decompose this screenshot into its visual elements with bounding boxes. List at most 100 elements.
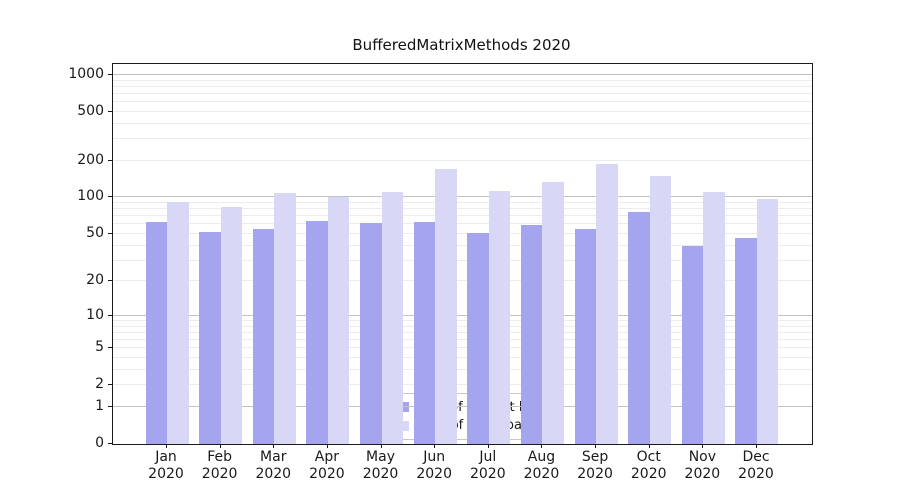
- y-tick-mark: [108, 73, 112, 75]
- minor-gridline: [113, 357, 812, 359]
- y-tick-label: 20: [86, 272, 104, 289]
- x-tick-label: Aug 2020: [523, 449, 560, 482]
- bar-distinct-ips-feb: [199, 231, 221, 444]
- minor-gridline: [113, 85, 812, 87]
- minor-gridline: [113, 215, 812, 217]
- minor-gridline: [113, 79, 812, 81]
- y-tick-mark: [108, 314, 112, 316]
- minor-gridline: [113, 138, 812, 140]
- y-tick-mark: [108, 110, 112, 112]
- minor-gridline: [113, 122, 812, 124]
- minor-gridline: [113, 368, 812, 370]
- x-tick-label: Mar 2020: [255, 449, 292, 482]
- y-tick-mark: [108, 196, 112, 198]
- minor-gridline: [113, 320, 812, 321]
- bar-distinct-ips-mar: [252, 228, 275, 444]
- bar-distinct-ips-apr: [306, 221, 328, 444]
- x-tick-mark: [755, 444, 757, 448]
- x-tick-label: Dec 2020: [738, 449, 774, 482]
- x-tick-label: Oct 2020: [630, 449, 667, 482]
- major-gridline: [113, 405, 812, 407]
- x-tick-label: Jan 2020: [148, 449, 184, 482]
- y-tick-mark: [108, 443, 112, 444]
- minor-gridline: [113, 159, 812, 161]
- major-gridline: [113, 73, 812, 75]
- y-tick-label: 100: [77, 188, 104, 205]
- x-tick-mark: [702, 444, 704, 448]
- y-tick-label: 0: [95, 435, 104, 451]
- bar-downloads-jul: [488, 190, 511, 444]
- y-tick-label: 1000: [68, 65, 104, 82]
- y-tick-label: 50: [86, 224, 104, 241]
- bar-downloads-nov: [703, 192, 725, 444]
- y-tick-label: 2: [95, 376, 104, 393]
- minor-gridline: [113, 384, 812, 386]
- x-tick-mark: [219, 444, 221, 448]
- minor-gridline: [113, 347, 812, 349]
- minor-gridline: [113, 110, 812, 112]
- bar-downloads-aug: [542, 181, 564, 444]
- x-tick-label: Jul 2020: [469, 449, 506, 482]
- x-tick-mark: [541, 444, 543, 448]
- x-tick-mark: [380, 444, 382, 448]
- bar-distinct-ips-jul: [467, 232, 489, 444]
- x-tick-label: Feb 2020: [201, 449, 238, 482]
- bar-distinct-ips-oct: [628, 211, 650, 444]
- x-tick-mark: [273, 444, 275, 448]
- bar-downloads-dec: [756, 198, 779, 444]
- y-tick-label: 10: [86, 306, 104, 323]
- bar-downloads-feb: [220, 207, 243, 444]
- bar-downloads-oct: [649, 176, 672, 444]
- minor-gridline: [113, 92, 812, 94]
- x-tick-label: Apr 2020: [309, 449, 345, 482]
- x-tick-mark: [487, 444, 489, 448]
- major-gridline: [113, 196, 812, 198]
- minor-gridline: [113, 331, 812, 333]
- bar-downloads-mar: [274, 193, 296, 444]
- y-tick-mark: [108, 159, 112, 161]
- x-tick-mark: [326, 444, 328, 448]
- x-tick-label: Jun 2020: [416, 449, 452, 482]
- x-tick-mark: [434, 444, 436, 448]
- minor-gridline: [113, 259, 812, 261]
- bar-downloads-jan: [167, 201, 189, 444]
- x-tick-label: Sep 2020: [577, 449, 613, 482]
- y-tick-label: 500: [77, 102, 104, 119]
- y-tick-label: 200: [77, 151, 104, 168]
- minor-gridline: [113, 339, 812, 341]
- minor-gridline: [113, 232, 812, 234]
- y-tick-mark: [108, 384, 112, 386]
- bar-downloads-may: [381, 191, 404, 444]
- bar-downloads-jun: [435, 169, 457, 444]
- bar-distinct-ips-sep: [574, 228, 597, 444]
- bar-distinct-ips-aug: [520, 225, 543, 444]
- bar-distinct-ips-jan: [145, 221, 167, 444]
- bar-distinct-ips-dec: [735, 238, 757, 444]
- chart-title: BufferedMatrixMethods 2020: [352, 36, 571, 54]
- major-gridline: [113, 314, 812, 316]
- minor-gridline: [113, 101, 812, 103]
- bar-distinct-ips-jun: [413, 221, 436, 444]
- minor-gridline: [113, 202, 812, 204]
- bar-distinct-ips-may: [360, 222, 382, 444]
- x-tick-mark: [648, 444, 650, 448]
- minor-gridline: [113, 280, 812, 282]
- x-tick-label: Nov 2020: [684, 449, 721, 482]
- x-tick-mark: [595, 444, 597, 448]
- minor-gridline: [113, 223, 812, 225]
- legend-item: Nb of downloads: [387, 418, 537, 433]
- y-tick-mark: [108, 405, 112, 407]
- y-tick-label: 5: [95, 339, 104, 356]
- y-tick-mark: [108, 347, 112, 349]
- y-tick-mark: [108, 280, 112, 282]
- legend-item: Nb of distinct IPs: [387, 400, 537, 415]
- plot-area: Nb of distinct IPs Nb of downloads: [112, 63, 813, 445]
- y-tick-label: 1: [95, 397, 104, 414]
- x-tick-label: May 2020: [362, 449, 399, 482]
- y-tick-mark: [108, 232, 112, 234]
- minor-gridline: [113, 244, 812, 246]
- x-tick-mark: [166, 444, 167, 448]
- bar-distinct-ips-nov: [681, 245, 704, 444]
- bar-downloads-sep: [596, 164, 618, 444]
